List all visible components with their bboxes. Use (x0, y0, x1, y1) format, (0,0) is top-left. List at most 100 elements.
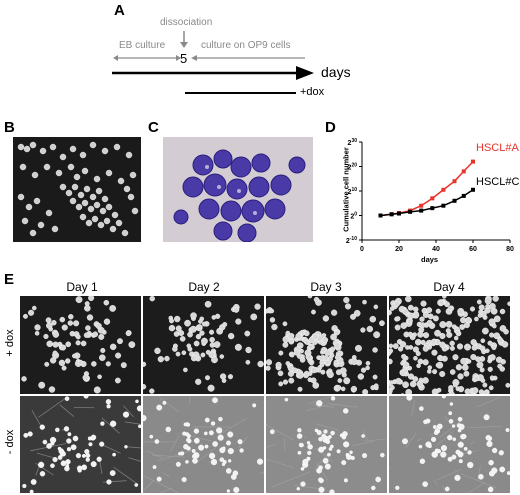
cell (105, 361, 111, 367)
cell (81, 453, 86, 458)
cell (458, 459, 463, 464)
cell (186, 433, 191, 439)
cell (422, 377, 429, 384)
cell (207, 384, 215, 392)
cell (475, 356, 481, 362)
cell (312, 333, 319, 340)
cell (186, 437, 191, 443)
cell (318, 477, 323, 483)
cell (297, 450, 302, 455)
cell (232, 470, 239, 476)
x-tick-label: 60 (469, 246, 477, 253)
cell (420, 300, 427, 307)
cell (426, 369, 432, 374)
cell (333, 330, 340, 336)
cell (181, 350, 187, 356)
cell (478, 474, 484, 480)
cell (447, 306, 453, 311)
cell (457, 416, 463, 422)
data-point (441, 187, 446, 192)
cell (85, 457, 90, 462)
cell (473, 375, 480, 382)
cell (366, 325, 374, 333)
cell (343, 296, 350, 304)
cell (392, 343, 399, 350)
cell (100, 421, 105, 426)
cell (38, 381, 46, 389)
cell (211, 356, 218, 364)
day-five-label: 5 (180, 51, 188, 66)
e-plus-dox-day1 (20, 296, 141, 394)
cell (362, 299, 367, 305)
cell (209, 329, 215, 335)
e-minus-dox-day3 (266, 396, 387, 493)
cell (432, 315, 439, 322)
cell (287, 333, 295, 340)
cell (326, 371, 334, 379)
cell (447, 435, 453, 441)
cell (436, 361, 444, 369)
cell (307, 296, 313, 299)
cell (277, 370, 284, 377)
cell (284, 397, 289, 402)
cell-texture (389, 296, 510, 394)
cell (156, 476, 162, 482)
cell (65, 358, 71, 364)
cell (460, 317, 467, 324)
cell (440, 445, 448, 452)
stromal-fiber (467, 482, 486, 493)
cell-texture (266, 296, 385, 394)
data-point (461, 193, 466, 198)
cell (55, 427, 60, 433)
cell (205, 349, 211, 355)
cell (32, 305, 37, 311)
stromal-fiber (143, 480, 154, 492)
cell (61, 324, 68, 331)
cell (252, 403, 257, 408)
stromal-fiber (219, 417, 248, 435)
cell (169, 318, 174, 324)
cell (228, 332, 235, 340)
cell (489, 354, 496, 361)
cell (442, 296, 447, 299)
eb-culture-label: EB culture (119, 40, 166, 51)
cell (64, 465, 70, 472)
cell (298, 442, 304, 448)
cell (427, 313, 434, 320)
stromal-fiber (59, 404, 75, 417)
cell (42, 439, 48, 445)
cell (493, 332, 501, 340)
cell (414, 338, 422, 346)
cell (401, 438, 408, 445)
cell (316, 430, 322, 436)
cell (122, 411, 130, 418)
y-tick-label: 210 (348, 187, 358, 196)
cell (434, 448, 440, 454)
cell (27, 431, 33, 437)
series-line-hscl-c (380, 189, 474, 217)
growth-chart: 0 20 40 60 80 230 220 210 20 2-10 (346, 138, 514, 253)
cell (452, 382, 458, 388)
cell (233, 306, 240, 313)
cell (457, 428, 462, 433)
y-tick-label: 220 (348, 163, 358, 172)
cell (318, 446, 325, 453)
cell (355, 344, 362, 352)
cell (149, 434, 154, 439)
cell (103, 318, 111, 325)
cell (371, 485, 376, 491)
cell (269, 317, 276, 323)
panel-label-c: C (148, 119, 159, 136)
cell (28, 309, 35, 316)
cell (51, 320, 57, 326)
cell (435, 308, 441, 314)
cell (422, 345, 429, 352)
cell (250, 313, 258, 321)
cell (208, 430, 214, 436)
cell (64, 396, 70, 402)
stromal-fiber (416, 438, 422, 442)
day-3-label: Day 3 (310, 280, 342, 294)
cell (398, 346, 404, 352)
cell (322, 457, 329, 464)
cell (448, 411, 453, 416)
